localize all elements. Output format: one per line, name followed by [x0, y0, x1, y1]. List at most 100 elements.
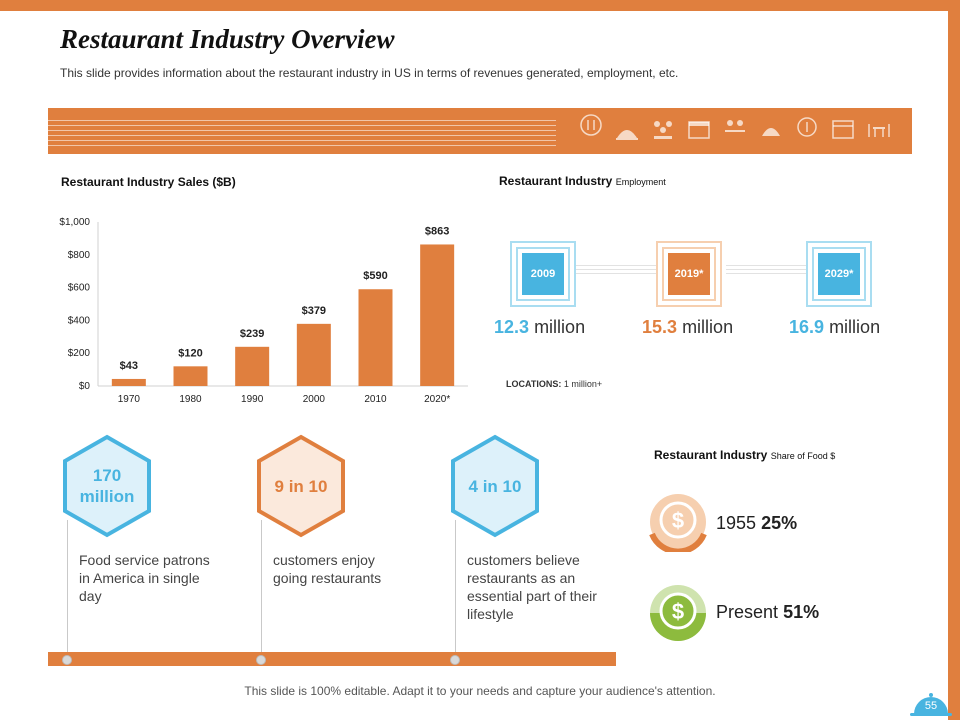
- employment-year-box-2019: 2019*: [656, 241, 722, 307]
- employment-connector-2: [726, 265, 806, 279]
- employment-title-bold: Restaurant Industry: [499, 174, 613, 188]
- y-tick-label: $200: [68, 348, 91, 359]
- share-value: 25%: [761, 513, 798, 533]
- stat-hexagon-3: [451, 434, 539, 538]
- employment-value-2029: 16.9 million: [789, 317, 880, 338]
- bar-1970: [111, 378, 146, 386]
- timeline-dot-3: [450, 655, 460, 665]
- share-title: Restaurant Industry Share of Food $: [654, 448, 835, 462]
- food-plate-icon: [580, 114, 602, 136]
- sales-chart-title: Restaurant Industry Sales ($B): [61, 175, 236, 189]
- right-frame-bar: [948, 0, 960, 720]
- storefront-icon: [832, 120, 854, 139]
- stat-hexagon-2: [257, 434, 345, 538]
- bar-2010: [358, 289, 393, 386]
- bottom-accent-bar: [48, 652, 616, 666]
- share-year: 1955: [716, 513, 757, 533]
- top-frame-bar: [0, 0, 960, 11]
- table-chairs-icon: [868, 124, 890, 137]
- employment-year-box-2009: 2009: [510, 241, 576, 307]
- people-group-icon: [654, 121, 672, 139]
- share-item-present: Present 51%: [716, 602, 819, 623]
- footer-text: This slide is 100% editable. Adapt it to…: [244, 684, 716, 698]
- x-tick-label: 2010: [364, 394, 387, 405]
- y-tick-label: $400: [68, 315, 91, 326]
- employment-unit: million: [829, 317, 881, 337]
- employment-year-2019: 2019*: [668, 253, 710, 295]
- y-tick-label: $600: [68, 283, 91, 294]
- svg-text:$: $: [672, 508, 684, 533]
- stat-hexagon-1: [63, 434, 151, 538]
- timeline-dot-1: [62, 655, 72, 665]
- page-number: 55: [925, 700, 937, 712]
- bar-value-label: $120: [178, 347, 202, 359]
- y-tick-label: $800: [68, 250, 91, 261]
- employment-connector-1: [576, 265, 656, 279]
- employment-title: Restaurant Industry Employment: [499, 174, 666, 188]
- y-tick-label: $1,000: [59, 217, 90, 228]
- bar-value-label: $379: [302, 305, 326, 317]
- employment-number: 16.9: [789, 317, 825, 337]
- stat-value-3: 4 in 10: [450, 434, 540, 538]
- cloche-icon: [616, 130, 638, 140]
- x-tick-label: 2000: [303, 394, 326, 405]
- stat-value-text: 9 in 10: [274, 476, 328, 496]
- bar-value-label: $43: [120, 360, 138, 372]
- bar-2000: [296, 323, 331, 386]
- share-value: 51%: [783, 602, 820, 622]
- x-tick-label: 2020*: [424, 394, 450, 405]
- share-item-1955: 1955 25%: [716, 513, 797, 534]
- employment-title-small: Employment: [615, 177, 666, 187]
- stat-desc-2: customers enjoy going restaurants: [273, 552, 382, 586]
- bar-1990: [235, 346, 270, 386]
- diners-icon: [725, 120, 745, 132]
- employment-year-2009: 2009: [522, 253, 564, 295]
- locations-value: 1 million+: [563, 379, 603, 389]
- locations-label: LOCATIONS:: [506, 379, 562, 389]
- plate-fork-icon: [797, 117, 817, 137]
- stat-value-text: 4 in 10: [468, 476, 522, 496]
- x-tick-label: 1990: [241, 394, 264, 405]
- locations-text: LOCATIONS: 1 million+: [506, 379, 602, 389]
- restaurant-building-icon: [688, 121, 710, 139]
- stat-desc-3: customers believe restaurants as an esse…: [467, 552, 597, 622]
- banner-lines: [48, 120, 556, 150]
- sales-bar-chart: $0 $200 $400 $600 $800 $1,000 $43 1970 $120 1980 $…: [59, 217, 468, 405]
- employment-value-2019: 15.3 million: [642, 317, 733, 338]
- page-title: Restaurant Industry Overview: [60, 24, 395, 54]
- bar-value-label: $239: [240, 328, 264, 340]
- decorative-banner: [48, 108, 912, 154]
- bar-1980: [173, 366, 208, 386]
- bar-value-label: $590: [363, 270, 387, 282]
- stat-desc-1: Food service patrons in America in singl…: [79, 552, 210, 604]
- stat-line-1: [67, 520, 68, 660]
- x-tick-label: 1980: [179, 394, 202, 405]
- stat-value-text: 170 million: [79, 466, 135, 506]
- stat-line-3: [455, 520, 456, 660]
- x-tick-label: 1970: [118, 394, 141, 405]
- page-number-badge: 55: [910, 693, 952, 716]
- share-title-small: Share of Food $: [770, 451, 836, 461]
- employment-number: 15.3: [642, 317, 678, 337]
- employment-number: 12.3: [494, 317, 530, 337]
- bar-value-label: $863: [425, 225, 449, 237]
- dollar-coin-icon-present: $: [650, 585, 706, 641]
- bar-2020*: [420, 244, 455, 386]
- svg-text:$: $: [672, 599, 684, 624]
- employment-unit: million: [682, 317, 734, 337]
- stat-value-1: 170 million: [62, 434, 152, 538]
- y-tick-label: $0: [79, 381, 91, 392]
- page-subtitle: This slide provides information about th…: [60, 66, 679, 80]
- employment-year-box-2029: 2029*: [806, 241, 872, 307]
- stat-line-2: [261, 520, 262, 660]
- employment-year-2029: 2029*: [818, 253, 860, 295]
- employment-unit: million: [534, 317, 586, 337]
- employment-value-2009: 12.3 million: [494, 317, 585, 338]
- banner-icons: [578, 114, 892, 144]
- timeline-dot-2: [256, 655, 266, 665]
- share-year: Present: [716, 602, 779, 622]
- share-title-bold: Restaurant Industry: [654, 448, 768, 462]
- serving-dish-icon: [762, 128, 780, 136]
- dollar-coin-icon-1955: $: [649, 494, 707, 552]
- stat-value-2: 9 in 10: [256, 434, 346, 538]
